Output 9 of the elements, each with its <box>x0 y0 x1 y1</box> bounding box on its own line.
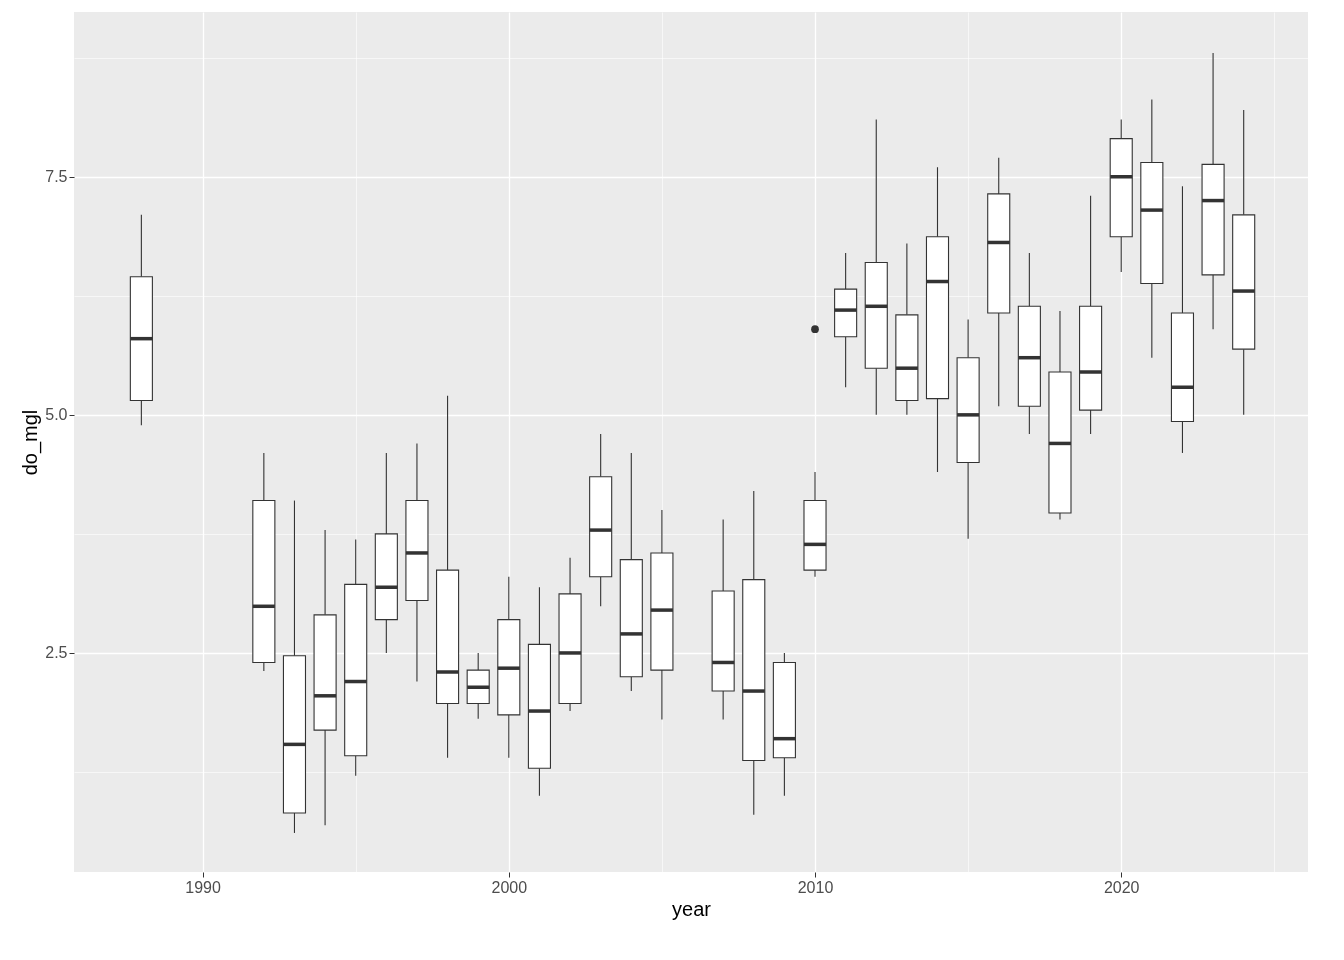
x-tick-label: 2020 <box>1103 878 1140 896</box>
y-axis-title: do_mgl <box>19 409 43 476</box>
x-tick-label: 2000 <box>491 878 528 896</box>
y-tick-label: 7.5 <box>45 168 68 186</box>
x-tick-label: 1990 <box>185 878 221 896</box>
y-tick-label: 2.5 <box>45 644 68 662</box>
x-axis-title: year <box>672 897 712 920</box>
x-tick-label: 2010 <box>797 878 834 896</box>
y-tick-label: 5.0 <box>45 406 68 424</box>
